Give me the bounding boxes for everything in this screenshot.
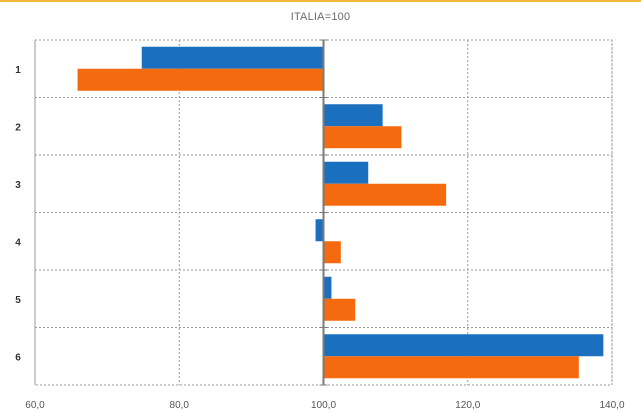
axis-layer [319,39,328,386]
category-label: 1 [15,65,21,76]
x-tick-label: 80,0 [170,400,190,411]
bar-series-2-cat-3 [323,183,447,206]
category-label: 3 [15,180,21,191]
category-label: 4 [15,237,21,248]
x-tick-label: 60,0 [25,400,45,411]
bar-series-2-cat-2 [323,126,402,149]
bar-series-1-cat-2 [323,104,383,127]
x-tick-label: 140,0 [599,400,624,411]
x-tick-label: 100,0 [311,400,336,411]
category-label: 2 [15,122,21,133]
bar-series-2-cat-5 [323,298,356,321]
bar-series-1-cat-6 [323,334,604,357]
bars-layer [77,46,604,379]
bar-series-1-cat-5 [323,276,332,299]
bar-series-1-cat-1 [141,46,324,69]
category-label: 6 [15,352,21,363]
category-label: 5 [15,295,21,306]
bar-series-1-cat-3 [323,161,369,184]
x-tick-label: 120,0 [455,400,480,411]
bar-series-2-cat-6 [323,356,579,379]
bar-series-2-cat-1 [77,68,324,91]
bar-series-1-cat-4 [315,219,324,242]
chart-title: ITALIA=100 [290,11,351,23]
bar-series-2-cat-4 [323,241,341,264]
labels-layer: 60,0 80,0 100,0 120,0 140,0 1 2 3 4 5 6 [15,65,625,411]
